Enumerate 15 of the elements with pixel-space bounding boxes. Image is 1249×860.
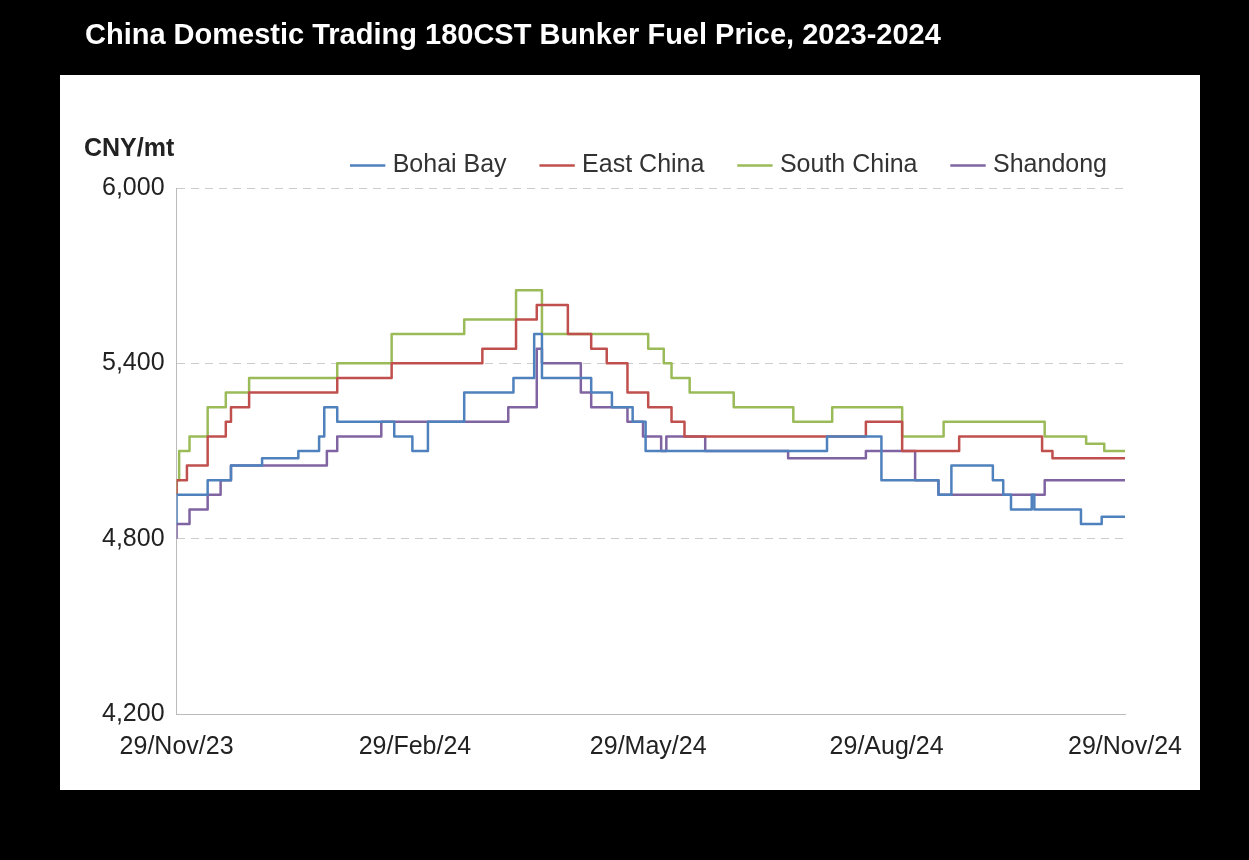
legend-label: Bohai Bay <box>392 149 508 178</box>
legend-label: South China <box>779 149 918 178</box>
y-tick-label: 4,200 <box>102 697 165 726</box>
y-tick-label: 4,800 <box>102 522 165 551</box>
x-tick-label: 29/May/24 <box>589 730 707 759</box>
chart-title: China Domestic Trading 180CST Bunker Fuel Price, 2023-2024 <box>85 18 941 51</box>
legend-label: East China <box>582 149 705 178</box>
y-axis-title: CNY/mt <box>84 133 175 162</box>
y-tick-label: 6,000 <box>102 171 165 200</box>
legend-label: Shandong <box>993 149 1108 178</box>
x-tick-label: 29/Feb/24 <box>358 730 472 759</box>
x-tick-label: 29/Nov/23 <box>119 730 234 759</box>
x-tick-label: 29/Aug/24 <box>829 730 944 759</box>
x-tick-label: 29/Nov/24 <box>1068 730 1183 759</box>
y-tick-label: 5,400 <box>102 347 165 376</box>
